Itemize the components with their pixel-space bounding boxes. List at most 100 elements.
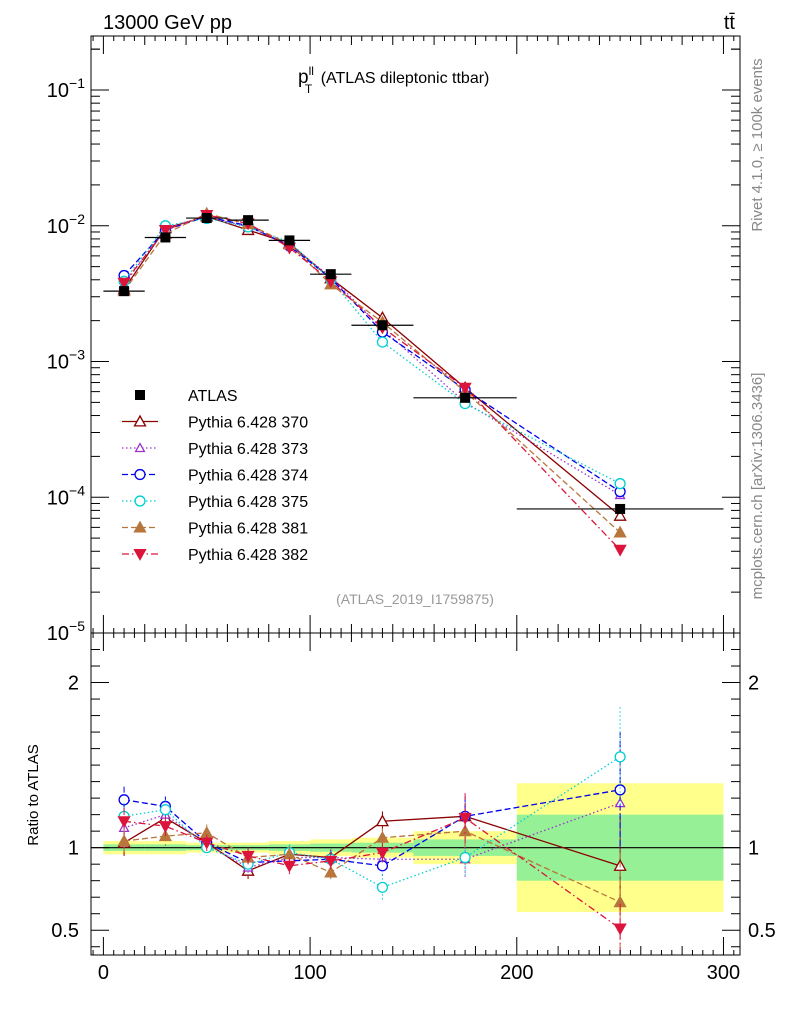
title-subscript: T xyxy=(305,82,313,96)
legend-label: Pythia 6.428 375 xyxy=(188,494,308,511)
data-point xyxy=(119,286,130,297)
data-point xyxy=(615,503,626,514)
legend-marker xyxy=(134,468,146,481)
legend-entry: Pythia 6.428 370 xyxy=(122,415,308,432)
series-point xyxy=(613,544,627,557)
ratio-point xyxy=(458,824,472,837)
process-label: tt̄ xyxy=(724,12,736,34)
ratio-point xyxy=(117,816,131,829)
ratio-point xyxy=(375,814,390,827)
legend: ATLAS Pythia 6.428 370 Pythia 6.428 373 Pyt… xyxy=(122,388,308,564)
legend-label: Pythia 6.428 381 xyxy=(188,521,308,538)
legend-label: Pythia 6.428 370 xyxy=(188,415,308,432)
legend-label: Pythia 6.428 373 xyxy=(188,441,308,458)
legend-marker xyxy=(133,548,147,561)
tick-base: 10 xyxy=(47,80,69,102)
series-point xyxy=(376,336,389,348)
main-panel-frame xyxy=(90,35,741,634)
legend-entry: ATLAS xyxy=(135,388,238,405)
ratio-point xyxy=(375,847,390,860)
legend-entry: Pythia 6.428 374 xyxy=(122,468,308,485)
mcplots-label: mcplots.cern.ch [arXiv:1306.3436] xyxy=(749,373,766,600)
series-point xyxy=(614,478,626,490)
tick-exponent: −2 xyxy=(69,211,85,227)
ratio-pythia-6.428-382 xyxy=(117,793,627,954)
legend-marker xyxy=(133,414,147,427)
series-point xyxy=(613,525,627,538)
ratio-point xyxy=(458,812,472,825)
data-point xyxy=(160,232,171,243)
main-ytick-label: 10−1 xyxy=(47,75,85,102)
tick-base: 10 xyxy=(47,487,69,509)
ratio-ytick-label-left: 1 xyxy=(68,838,79,860)
ratio-point xyxy=(282,860,297,873)
legend-marker xyxy=(134,495,146,507)
ratio-point xyxy=(613,923,627,936)
data-point xyxy=(325,269,336,280)
data-point xyxy=(201,213,212,224)
legend-label: ATLAS xyxy=(188,388,238,405)
ratio-ylabel: Ratio to ATLAS xyxy=(25,744,42,845)
ratio-point xyxy=(159,804,172,816)
ratio-ytick-label-left: 0.5 xyxy=(51,920,79,942)
title-superscript: ll xyxy=(309,64,314,78)
legend-entry: Pythia 6.428 373 xyxy=(122,441,308,458)
ratio-xtick-label: 100 xyxy=(293,962,326,984)
plot-title: pll T (ATLAS dileptonic ttbar) xyxy=(298,64,489,96)
energy-label: 13000 GeV pp xyxy=(103,12,232,34)
tick-base: 10 xyxy=(47,623,69,645)
ratio-point xyxy=(117,834,131,847)
series-line xyxy=(123,212,621,533)
analysis-watermark: (ATLAS_2019_I1759875) xyxy=(336,591,494,607)
data-point xyxy=(460,392,471,403)
ratio-point xyxy=(375,830,390,843)
ratio-point xyxy=(459,851,471,864)
ratio-point xyxy=(118,794,130,806)
ratio-xtick-label: 200 xyxy=(500,962,533,984)
ratio-panel-curves xyxy=(117,707,627,954)
ratio-panel-frame xyxy=(90,632,741,956)
data-point xyxy=(377,320,388,331)
series-point xyxy=(158,224,173,237)
ratio-uncertainty-bands xyxy=(91,783,740,913)
legend-marker xyxy=(133,520,147,533)
series-atlas-data xyxy=(103,213,724,514)
ratio-ytick-label-right: 0.5 xyxy=(748,920,776,942)
title-main: p xyxy=(298,67,309,88)
ratio-ytick-label-right: 2 xyxy=(748,673,759,695)
title-rest: (ATLAS dileptonic ttbar) xyxy=(316,70,489,87)
main-ytick-label: 10−4 xyxy=(47,482,85,509)
ratio-xtick-label: 300 xyxy=(707,962,740,984)
legend-entry: Pythia 6.428 382 xyxy=(122,547,308,564)
legend-entry: Pythia 6.428 381 xyxy=(122,521,308,538)
legend-label: Pythia 6.428 374 xyxy=(188,468,308,485)
ratio-point xyxy=(324,865,338,878)
main-panel-curves xyxy=(103,206,724,557)
main-ytick-label: 10−2 xyxy=(47,211,85,238)
legend-label: Pythia 6.428 382 xyxy=(188,547,308,564)
ratio-point xyxy=(158,821,173,834)
rivet-label: Rivet 4.1.0, ≥ 100k events xyxy=(749,58,766,231)
series-pythia-6.428-381 xyxy=(117,206,627,538)
ratio-point xyxy=(614,784,626,796)
series-point xyxy=(117,277,131,290)
ratio-point xyxy=(324,855,338,868)
data-point xyxy=(243,215,254,226)
ratio-point xyxy=(200,837,214,850)
main-ytick-label: 10−5 xyxy=(47,618,85,645)
series-line xyxy=(123,214,621,551)
main-ytick-label: 10−3 xyxy=(47,347,85,374)
legend-marker xyxy=(134,442,146,453)
ratio-ytick-label-right: 1 xyxy=(748,838,759,860)
tick-exponent: −3 xyxy=(69,347,85,363)
series-point xyxy=(613,508,627,521)
ratio-point xyxy=(614,751,626,763)
ratio-xtick-label: 0 xyxy=(98,962,109,984)
ratio-line xyxy=(123,817,621,930)
tick-exponent: −4 xyxy=(69,482,85,498)
ratio-point xyxy=(241,850,255,863)
series-point xyxy=(458,382,472,395)
legend-entry: Pythia 6.428 375 xyxy=(122,494,308,511)
